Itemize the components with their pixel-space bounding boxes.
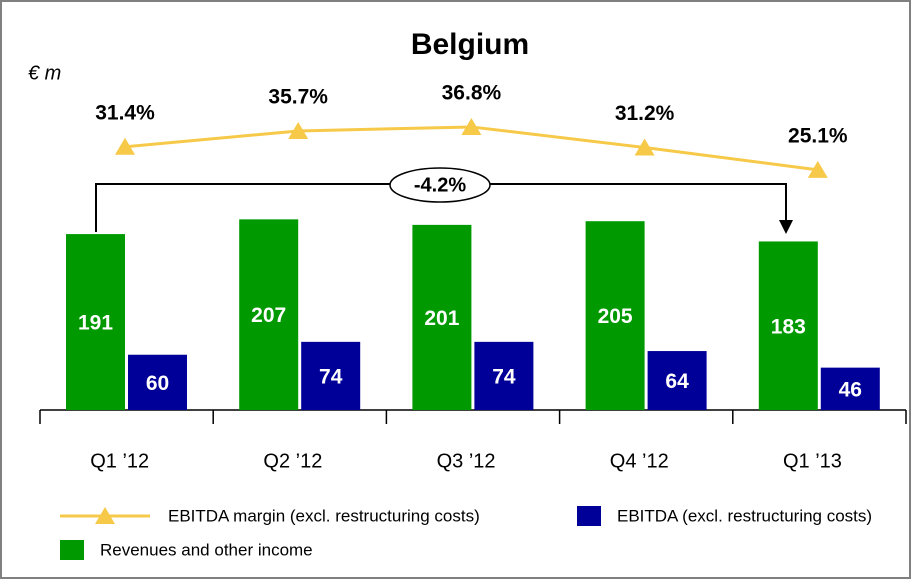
bar [128,354,187,410]
bar-label: 191 [78,312,113,335]
x-tick-label: Q4 ’12 [610,450,669,472]
bar [301,341,361,410]
line-label: 35.7% [268,86,328,109]
x-tick-label: Q1 ’12 [90,450,149,472]
line-marker [288,121,309,139]
bar-label: 207 [251,304,286,327]
bar-label: 205 [598,305,633,328]
bar-label: 183 [771,315,806,338]
unit-label: € m [28,62,61,84]
bar [239,219,299,410]
line-label: 36.8% [442,81,502,104]
bar-label: 74 [319,365,343,388]
line-marker [807,160,828,178]
line-marker [115,137,135,155]
line-marker [461,117,482,135]
line-label: 31.2% [615,102,675,125]
bar-label: 201 [424,307,459,330]
change-bubble [389,167,491,203]
bar-label: 60 [146,372,169,395]
bar [758,241,818,410]
line-marker [634,138,655,156]
x-tick-label: Q2 ’12 [263,450,322,472]
x-tick-label: Q1 ’13 [783,450,842,472]
legend-label: EBITDA margin (excl. restructuring costs… [168,506,480,525]
bar-label: 46 [839,378,862,401]
chart-title: Belgium [411,28,529,61]
legend-swatch [577,506,601,526]
line-label: 25.1% [788,124,848,147]
legend-swatch [60,540,84,560]
legend-marker [95,507,115,524]
bar [474,341,534,410]
line-label: 31.4% [95,101,155,124]
legend-label: EBITDA (excl. restructuring costs) [617,506,872,525]
legend-label: Revenues and other income [100,540,313,559]
bar [412,224,472,410]
bar [66,234,125,410]
bar [820,367,880,410]
x-tick-label: Q3 ’12 [437,450,496,472]
change-arrow [779,220,793,234]
bar-label: 74 [492,365,516,388]
bar [585,221,645,410]
bar [647,351,707,410]
bar-label: 64 [665,370,689,393]
change-label: -4.2% [414,174,466,196]
